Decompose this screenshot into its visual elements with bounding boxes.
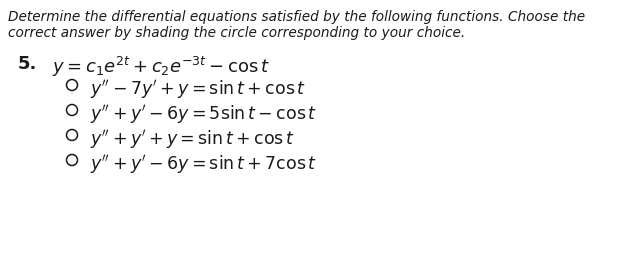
Text: correct answer by shading the circle corresponding to your choice.: correct answer by shading the circle cor… (8, 26, 465, 40)
Text: $y = c_1e^{2t} + c_2e^{-3t} - \cos t$: $y = c_1e^{2t} + c_2e^{-3t} - \cos t$ (52, 55, 270, 79)
Text: Determine the differential equations satisfied by the following functions. Choos: Determine the differential equations sat… (8, 10, 585, 24)
Text: $y'' + y' - 6y = 5\sin t - \cos t$: $y'' + y' - 6y = 5\sin t - \cos t$ (90, 103, 317, 126)
Text: 5.: 5. (18, 55, 37, 73)
Text: $y'' + y' + y = \sin t + \cos t$: $y'' + y' + y = \sin t + \cos t$ (90, 128, 295, 151)
Text: $y'' + y' - 6y = \sin t + 7\cos t$: $y'' + y' - 6y = \sin t + 7\cos t$ (90, 153, 317, 176)
Text: $y'' - 7y' + y = \sin t + \cos t$: $y'' - 7y' + y = \sin t + \cos t$ (90, 78, 307, 101)
